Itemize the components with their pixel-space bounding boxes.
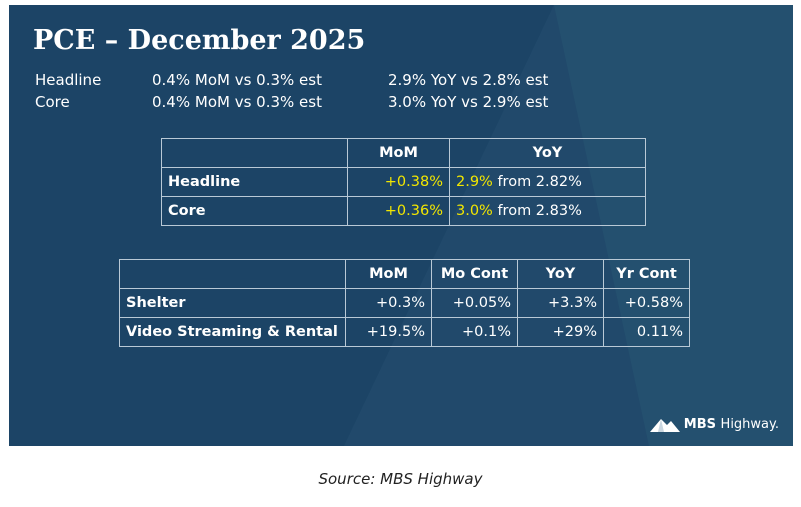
mom-cell: +0.36% <box>347 196 450 226</box>
row-label: Shelter <box>119 288 346 318</box>
table-header-cell: YoY <box>517 259 604 289</box>
table-header-row: MoM YoY <box>161 138 646 168</box>
row-label: Headline <box>161 167 348 197</box>
summary-name: Headline <box>35 71 102 89</box>
logo-text: MBS Highway. <box>684 417 779 432</box>
table-header-cell: YoY <box>449 138 646 168</box>
logo-name: Highway. <box>720 416 779 432</box>
table-header-row: MoM Mo Cont YoY Yr Cont <box>119 259 690 289</box>
pce-summary-table: MoM YoY Headline +0.38% 2.9% from 2.82% … <box>161 138 646 226</box>
source-caption: Source: MBS Highway <box>318 470 483 488</box>
summary-mom: 0.4% MoM vs 0.3% est <box>152 93 322 111</box>
table-row: Shelter +0.3% +0.05% +3.3% +0.58% <box>119 288 690 318</box>
table-cell: 0.11% <box>603 317 690 347</box>
summary-row-core: Core 0.4% MoM vs 0.3% est 3.0% YoY vs 2.… <box>9 93 793 113</box>
slide-title: PCE – December 2025 <box>33 25 366 56</box>
table-cell: +29% <box>517 317 604 347</box>
pce-slide: PCE – December 2025 Headline 0.4% MoM vs… <box>9 5 793 446</box>
component-table: MoM Mo Cont YoY Yr Cont Shelter +0.3% +0… <box>119 259 690 347</box>
table-header-cell <box>119 259 346 289</box>
table-row: Core +0.36% 3.0% from 2.83% <box>161 196 646 226</box>
table-header-cell: Mo Cont <box>431 259 518 289</box>
yoy-value: 2.9% <box>456 174 493 190</box>
yoy-cell: 2.9% from 2.82% <box>449 167 646 197</box>
table-cell: +0.05% <box>431 288 518 318</box>
summary-name: Core <box>35 93 70 111</box>
table-header-cell: MoM <box>345 259 432 289</box>
yoy-cell: 3.0% from 2.83% <box>449 196 646 226</box>
mom-cell: +0.38% <box>347 167 450 197</box>
yoy-value: 3.0% <box>456 203 493 219</box>
row-label: Core <box>161 196 348 226</box>
summary-row-headline: Headline 0.4% MoM vs 0.3% est 2.9% YoY v… <box>9 71 793 91</box>
yoy-previous: from 2.82% <box>492 174 582 190</box>
yoy-previous: from 2.83% <box>492 203 582 219</box>
table-row: Headline +0.38% 2.9% from 2.82% <box>161 167 646 197</box>
summary-yoy: 2.9% YoY vs 2.8% est <box>388 71 549 89</box>
logo-brand: MBS <box>683 416 717 432</box>
table-cell: +0.3% <box>345 288 432 318</box>
mountain-logo-icon <box>649 419 680 432</box>
row-label: Video Streaming & Rental <box>119 317 346 347</box>
summary-mom: 0.4% MoM vs 0.3% est <box>152 71 322 89</box>
table-header-cell <box>161 138 348 168</box>
table-cell: +0.58% <box>603 288 690 318</box>
table-cell: +3.3% <box>517 288 604 318</box>
table-header-cell: Yr Cont <box>603 259 690 289</box>
table-header-cell: MoM <box>347 138 450 168</box>
table-row: Video Streaming & Rental +19.5% +0.1% +2… <box>119 317 690 347</box>
summary-yoy: 3.0% YoY vs 2.9% est <box>388 93 549 111</box>
mbs-highway-logo: MBS Highway. <box>649 416 779 432</box>
table-cell: +19.5% <box>345 317 432 347</box>
table-cell: +0.1% <box>431 317 518 347</box>
